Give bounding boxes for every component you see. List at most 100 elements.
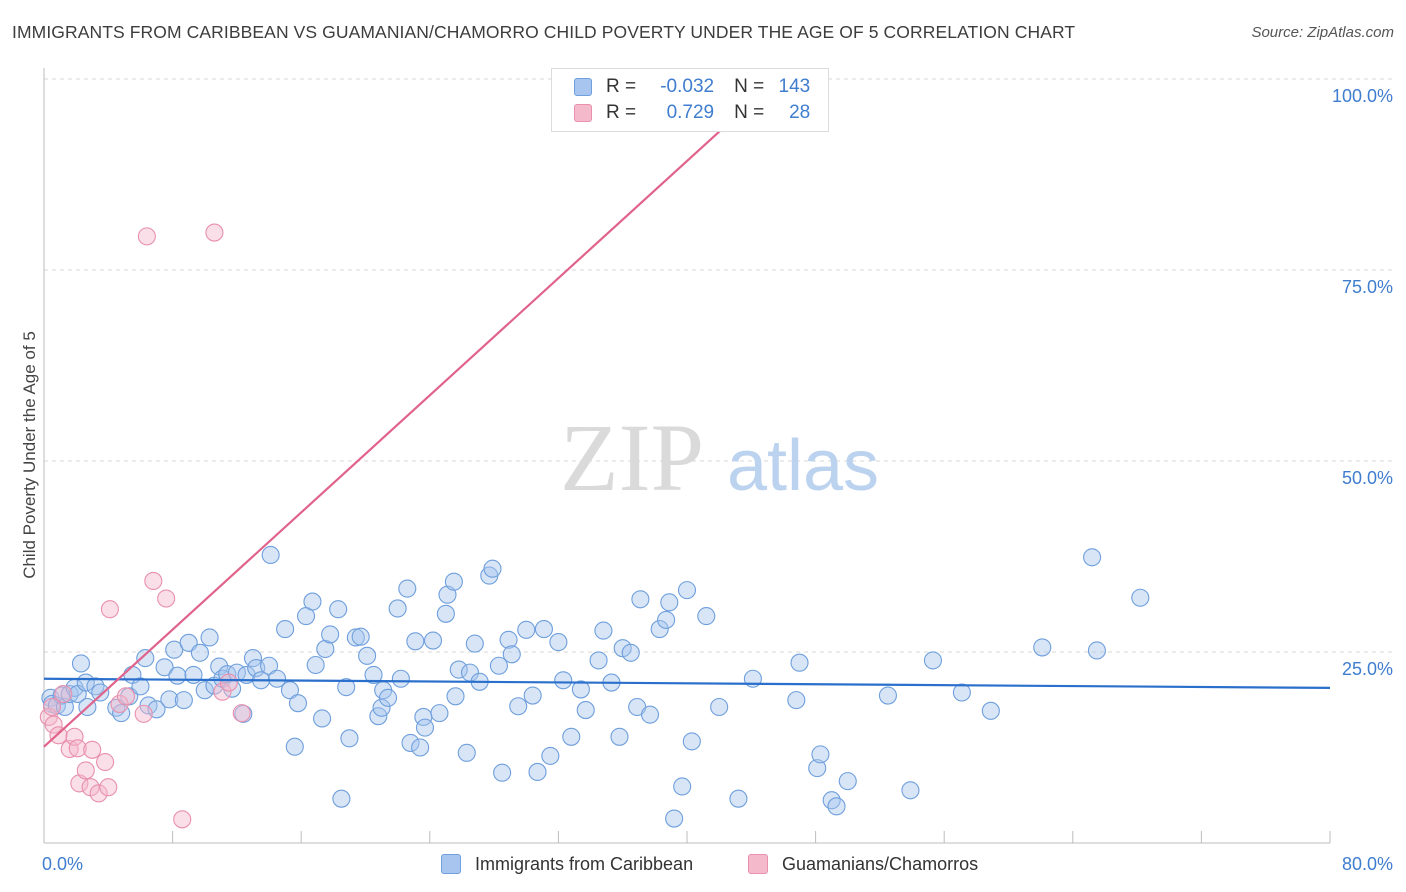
caribbean-point bbox=[313, 709, 332, 728]
caribbean-point bbox=[306, 655, 325, 675]
caribbean-point bbox=[981, 701, 1000, 720]
chamorro-point bbox=[54, 684, 73, 704]
caribbean-point bbox=[378, 688, 398, 707]
y-tick-label: 75.0% bbox=[1342, 277, 1393, 297]
watermark: ZIP atlas bbox=[560, 404, 879, 511]
caribbean-point bbox=[610, 727, 629, 746]
legend-swatch-pink bbox=[574, 104, 592, 122]
caribbean-point bbox=[499, 630, 518, 649]
legend-r-value: -0.032 bbox=[660, 76, 715, 97]
caribbean-point bbox=[682, 732, 701, 751]
caribbean-point bbox=[288, 694, 308, 713]
caribbean-point bbox=[423, 631, 443, 650]
caribbean-point bbox=[1083, 548, 1102, 567]
caribbean-point bbox=[190, 643, 209, 662]
chamorro-point bbox=[110, 694, 129, 714]
chamorro-point bbox=[42, 697, 62, 717]
correlation-legend: R = -0.032 N = 143 R = 0.729 N = 28 bbox=[551, 68, 829, 132]
caribbean-point bbox=[391, 669, 410, 688]
bottom-legend-caribbean: Immigrants from Caribbean bbox=[441, 851, 693, 877]
caribbean-point bbox=[449, 660, 468, 679]
caribbean-point bbox=[268, 669, 287, 688]
caribbean-point bbox=[346, 628, 365, 647]
caribbean-point bbox=[710, 697, 729, 717]
source-credit: Source: ZipAtlas.com bbox=[1251, 24, 1394, 41]
bottom-legend-swatch-blue bbox=[441, 854, 461, 874]
watermark-zip: ZIP bbox=[560, 404, 704, 511]
caribbean-point bbox=[131, 677, 150, 696]
caribbean-point bbox=[1033, 638, 1052, 657]
caribbean-point bbox=[332, 789, 351, 808]
chamorro-point bbox=[116, 687, 136, 706]
watermark-atlas: atlas bbox=[727, 426, 879, 506]
caribbean-point bbox=[660, 593, 679, 612]
chamorro-point bbox=[144, 571, 163, 590]
caribbean-point bbox=[415, 718, 435, 737]
caribbean-point bbox=[337, 678, 356, 697]
caribbean-point bbox=[790, 653, 809, 672]
caribbean-point bbox=[697, 607, 716, 626]
series-chamorro-points bbox=[39, 69, 825, 829]
caribbean-point bbox=[541, 746, 560, 765]
chamorro-trend-line bbox=[43, 78, 778, 748]
caribbean-point bbox=[493, 763, 512, 782]
caribbean-point bbox=[457, 743, 476, 762]
caribbean-point bbox=[358, 646, 377, 665]
chamorro-point bbox=[100, 600, 119, 619]
caribbean-point bbox=[827, 797, 846, 816]
caribbean-point bbox=[677, 581, 697, 600]
caribbean-point bbox=[808, 759, 827, 778]
caribbean-point bbox=[952, 683, 971, 702]
caribbean-trend-line bbox=[43, 677, 1331, 690]
caribbean-point bbox=[562, 727, 581, 746]
chamorro-point bbox=[96, 752, 115, 772]
chart-title: IMMIGRANTS FROM CARIBBEAN VS GUAMANIAN/C… bbox=[12, 22, 1076, 42]
caribbean-point bbox=[234, 704, 253, 723]
caribbean-point bbox=[502, 645, 521, 664]
caribbean-point bbox=[155, 658, 174, 677]
caribbean-point bbox=[406, 632, 425, 651]
caribbean-point bbox=[280, 681, 299, 700]
caribbean-point bbox=[554, 671, 573, 690]
caribbean-point bbox=[276, 620, 295, 639]
y-tick-label: 50.0% bbox=[1342, 468, 1393, 488]
caribbean-point bbox=[168, 666, 187, 685]
chamorro-point bbox=[213, 682, 232, 701]
caribbean-point bbox=[329, 600, 348, 619]
caribbean-point bbox=[650, 620, 669, 639]
chamorro-point bbox=[99, 778, 118, 797]
caribbean-point bbox=[136, 649, 155, 668]
caribbean-point bbox=[534, 620, 553, 639]
caribbean-point bbox=[71, 654, 91, 673]
caribbean-point bbox=[174, 691, 193, 710]
caribbean-point bbox=[388, 599, 407, 618]
caribbean-point bbox=[665, 809, 684, 828]
chamorro-point bbox=[44, 715, 63, 734]
x-tick-label-min: 0.0% bbox=[42, 854, 83, 874]
caribbean-point bbox=[430, 704, 449, 723]
caribbean-point bbox=[91, 683, 110, 702]
bottom-legend-label: Guamanians/Chamorros bbox=[782, 853, 979, 874]
chamorro-point bbox=[232, 704, 251, 723]
y-axis-label: Child Poverty Under the Age of 5 bbox=[20, 331, 39, 579]
caribbean-point bbox=[285, 737, 304, 756]
caribbean-point bbox=[364, 665, 383, 684]
chamorro-point bbox=[137, 227, 156, 246]
caribbean-point bbox=[1131, 588, 1150, 607]
caribbean-point bbox=[489, 656, 508, 675]
legend-n-value: 143 bbox=[778, 76, 811, 97]
legend-n-label: N = bbox=[734, 102, 765, 123]
chamorro-point bbox=[173, 810, 192, 829]
chamorro-point bbox=[157, 589, 176, 608]
chamorro-point bbox=[89, 784, 108, 803]
x-tick-label-max: 80.0% bbox=[1342, 854, 1393, 874]
legend-swatch-blue bbox=[574, 78, 592, 96]
caribbean-point bbox=[811, 745, 830, 764]
caribbean-point bbox=[923, 651, 942, 670]
caribbean-point bbox=[729, 789, 748, 808]
gridlines bbox=[44, 78, 1395, 653]
caribbean-point bbox=[657, 610, 676, 629]
caribbean-point bbox=[398, 579, 417, 598]
caribbean-point bbox=[411, 738, 430, 757]
